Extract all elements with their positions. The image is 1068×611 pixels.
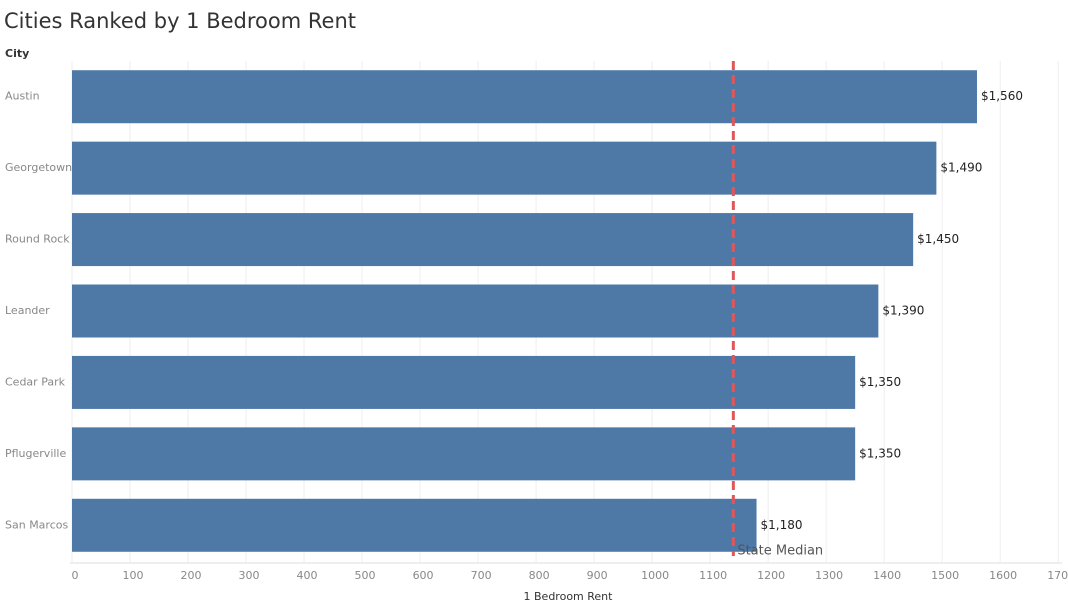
category-label: Leander: [5, 304, 50, 317]
x-tick-label: 500: [355, 569, 376, 582]
x-tick-label: 700: [471, 569, 492, 582]
bar: [72, 213, 914, 267]
value-label: $1,350: [859, 446, 901, 460]
bar: [72, 498, 757, 552]
x-tick-label: 1100: [699, 569, 727, 582]
x-tick-label: 0: [72, 569, 79, 582]
x-tick-label: 900: [587, 569, 608, 582]
value-label: $1,560: [981, 89, 1023, 103]
x-tick-label: 1300: [815, 569, 843, 582]
x-tick-label: 600: [413, 569, 434, 582]
bar: [72, 355, 856, 409]
value-label: $1,450: [917, 232, 959, 246]
category-label: Georgetown: [5, 161, 72, 174]
value-label: $1,350: [859, 375, 901, 389]
x-tick-label: 1700: [1047, 569, 1068, 582]
category-label: Austin: [5, 90, 40, 103]
x-tick-label: 1200: [757, 569, 785, 582]
category-label: Pflugerville: [5, 447, 66, 460]
x-tick-label: 1600: [989, 569, 1017, 582]
x-tick-label: 1500: [931, 569, 959, 582]
x-tick-label: 800: [529, 569, 550, 582]
x-tick-label: 100: [123, 569, 144, 582]
x-tick-label: 300: [239, 569, 260, 582]
bar: [72, 427, 856, 481]
chart-title: Cities Ranked by 1 Bedroom Rent: [4, 9, 356, 33]
bar: [72, 284, 879, 338]
bar: [72, 141, 937, 195]
x-tick-label: 1400: [873, 569, 901, 582]
category-label: Cedar Park: [5, 375, 66, 388]
y-axis-title: City: [5, 47, 29, 60]
value-label: $1,390: [882, 304, 924, 318]
value-label: $1,180: [761, 518, 803, 532]
category-label: Round Rock: [5, 233, 70, 246]
x-tick-label: 1000: [641, 569, 669, 582]
x-axis-title: 1 Bedroom Rent: [524, 590, 614, 603]
x-tick-label: 200: [181, 569, 202, 582]
reference-label: State Median: [737, 544, 823, 559]
bar: [72, 70, 977, 124]
x-tick-label: 400: [297, 569, 318, 582]
category-label: San Marcos: [5, 518, 68, 531]
value-label: $1,490: [940, 161, 982, 175]
